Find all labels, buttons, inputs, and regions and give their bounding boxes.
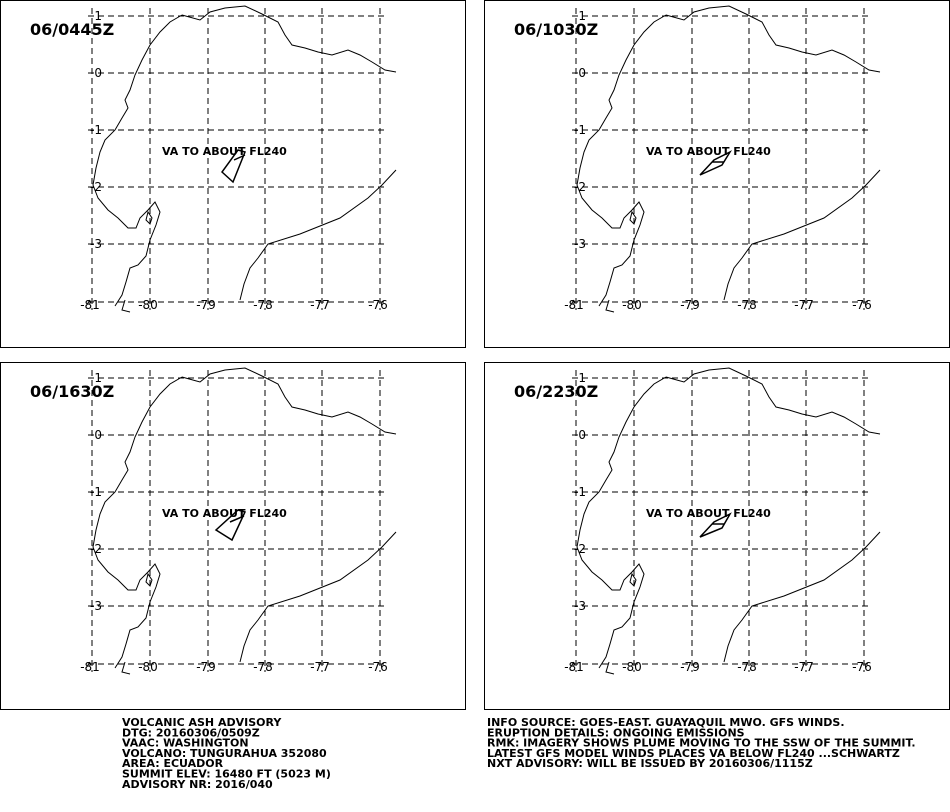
lat-label: -2 bbox=[90, 180, 102, 194]
advisory-line: ADVISORY NR: 2016/040 bbox=[122, 778, 273, 791]
map-panel: 1 0 -1 -2 -3 -81 -80 -79 -78 -77 -76 06/1630Z VA TO … bbox=[0, 362, 466, 710]
lon-label: -81 bbox=[564, 298, 584, 312]
advisory-line: INFO SOURCE: GOES-EAST. GUAYAQUIL MWO. G… bbox=[487, 716, 845, 729]
lat-label: 0 bbox=[578, 66, 586, 80]
lon-label: -81 bbox=[564, 660, 584, 674]
ash-polygon bbox=[214, 509, 247, 542]
valid-time: 06/0445Z bbox=[30, 20, 114, 39]
ash-annotation: VA TO ABOUT FL240 bbox=[646, 145, 771, 158]
ash-area bbox=[220, 149, 247, 184]
map-panel: 1 0 -1 -2 -3 -81 -80 -79 -78 -77 -76 06/1030Z VA TO … bbox=[484, 0, 950, 348]
lon-label: -77 bbox=[310, 298, 330, 312]
lon-label: -81 bbox=[80, 298, 100, 312]
panel-frame bbox=[0, 362, 466, 710]
lon-label: -80 bbox=[622, 298, 642, 312]
valid-time: 06/1630Z bbox=[30, 382, 114, 401]
ash-annotation: VA TO ABOUT FL240 bbox=[162, 507, 287, 520]
lat-label: 1 bbox=[94, 9, 102, 23]
lat-label: -3 bbox=[90, 599, 102, 613]
advisory-line: AREA: ECUADOR bbox=[122, 757, 224, 770]
lat-label: -1 bbox=[574, 485, 586, 499]
advisory-line: RMK: IMAGERY SHOWS PLUME MOVING TO THE S… bbox=[487, 737, 916, 750]
lat-label: 0 bbox=[578, 428, 586, 442]
advisory-line: SUMMIT ELEV: 16480 FT (5023 M) bbox=[122, 768, 331, 781]
advisory-line: DTG: 20160306/0509Z bbox=[122, 726, 260, 739]
lat-label: -1 bbox=[90, 123, 102, 137]
lon-label: -76 bbox=[852, 298, 872, 312]
lat-label: -3 bbox=[90, 237, 102, 251]
lat-label: 0 bbox=[94, 428, 102, 442]
ash-area bbox=[699, 512, 732, 538]
lon-label: -81 bbox=[80, 660, 100, 674]
lat-label: 1 bbox=[94, 371, 102, 385]
map-panel: 1 0 -1 -2 -3 -81 -80 -79 -78 -77 -76 06/2230Z VA TO … bbox=[484, 362, 950, 710]
ash-annotation: VA TO ABOUT FL240 bbox=[162, 145, 287, 158]
map-panel: 1 0 -1 -2 -3 -81 -80 -79 -78 -77 -76 06/0445Z VA TO … bbox=[0, 0, 466, 348]
lat-label: -2 bbox=[574, 180, 586, 194]
ash-area bbox=[699, 150, 733, 176]
lon-label: -79 bbox=[196, 660, 216, 674]
ash-area bbox=[214, 509, 247, 542]
lon-label: -79 bbox=[680, 298, 700, 312]
lon-label: -79 bbox=[680, 660, 700, 674]
lon-label: -76 bbox=[368, 660, 388, 674]
lon-label: -79 bbox=[196, 298, 216, 312]
lat-label: -2 bbox=[574, 542, 586, 556]
ash-polygon bbox=[699, 512, 732, 538]
lon-label: -78 bbox=[253, 660, 273, 674]
lon-label: -76 bbox=[368, 298, 388, 312]
lon-label: -80 bbox=[622, 660, 642, 674]
ash-annotation: VA TO ABOUT FL240 bbox=[646, 507, 771, 520]
panel-frame bbox=[0, 0, 466, 348]
ash-polygon bbox=[699, 150, 733, 176]
advisory-line: NXT ADVISORY: WILL BE ISSUED BY 20160306… bbox=[487, 757, 813, 770]
lat-label: -1 bbox=[90, 485, 102, 499]
lat-label: -1 bbox=[574, 123, 586, 137]
advisory-line: VOLCANO: TUNGURAHUA 352080 bbox=[122, 747, 327, 760]
advisory-line: VAAC: WASHINGTON bbox=[122, 737, 249, 750]
lat-label: -2 bbox=[90, 542, 102, 556]
lat-label: 0 bbox=[94, 66, 102, 80]
lat-label: -3 bbox=[574, 599, 586, 613]
advisory-line: LATEST GFS MODEL WINDS PLACES VA BELOW F… bbox=[487, 747, 900, 760]
coastline bbox=[85, 5, 397, 313]
lat-label: 1 bbox=[578, 371, 586, 385]
lat-label: -3 bbox=[574, 237, 586, 251]
lon-label: -78 bbox=[737, 298, 757, 312]
lon-label: -76 bbox=[852, 660, 872, 674]
advisory-line: ERUPTION DETAILS: ONGOING EMISSIONS bbox=[487, 726, 745, 739]
lon-label: -78 bbox=[253, 298, 273, 312]
panel-frame bbox=[484, 0, 950, 348]
lon-label: -77 bbox=[794, 660, 814, 674]
lon-label: -77 bbox=[794, 298, 814, 312]
valid-time: 06/2230Z bbox=[514, 382, 598, 401]
panel-frame bbox=[484, 362, 950, 710]
advisory-line: VOLCANIC ASH ADVISORY bbox=[122, 716, 282, 729]
coastline bbox=[569, 367, 881, 675]
lon-label: -77 bbox=[310, 660, 330, 674]
lon-label: -80 bbox=[138, 298, 158, 312]
valid-time: 06/1030Z bbox=[514, 20, 598, 39]
lon-label: -80 bbox=[138, 660, 158, 674]
lat-label: 1 bbox=[578, 9, 586, 23]
ash-polygon bbox=[220, 149, 247, 184]
lon-label: -78 bbox=[737, 660, 757, 674]
